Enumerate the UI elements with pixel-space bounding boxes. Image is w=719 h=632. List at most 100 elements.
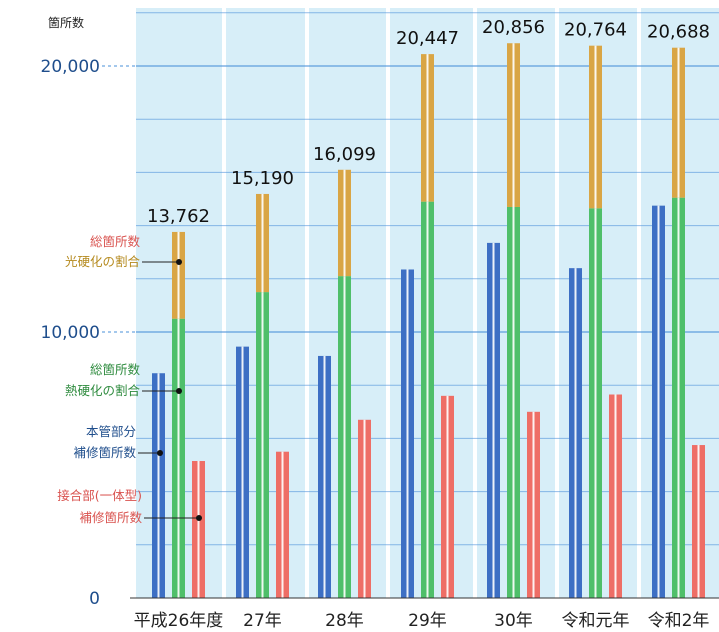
- bar-main-pipe: [152, 373, 165, 598]
- legend-dot: [176, 259, 182, 265]
- bar-joint: [441, 395, 454, 598]
- x-tick-label: 令和2年: [648, 611, 710, 631]
- bar-joint-highlight: [363, 419, 366, 598]
- bar-light-cure: [507, 43, 520, 207]
- y-axis-unit-label: 箇所数: [48, 15, 84, 30]
- legend: 総箇所数光硬化の割合総箇所数熱硬化の割合本管部分補修箇所数接合部(一体型)補修箇…: [57, 234, 202, 525]
- bar-thermal-cure: [338, 276, 351, 598]
- legend-line2: 補修箇所数: [79, 510, 142, 525]
- legend-dot: [157, 450, 163, 456]
- bar-thermal-cure-highlight: [261, 292, 264, 598]
- bar-thermal-cure: [256, 292, 269, 598]
- x-tick-label: 29年: [408, 611, 447, 631]
- bar-joint-highlight: [532, 411, 535, 598]
- bar-main-pipe: [569, 268, 582, 598]
- x-tick-label: 28年: [325, 611, 364, 631]
- y-tick-label: 20,000: [41, 57, 100, 77]
- x-tick-label: 令和元年: [562, 611, 630, 631]
- bar-main-pipe: [236, 346, 249, 598]
- bar-main-pipe: [487, 242, 500, 598]
- bar-joint-highlight: [697, 445, 700, 598]
- bar-thermal-cure: [421, 201, 434, 598]
- bar-thermal-cure-highlight: [677, 197, 680, 599]
- bar-thermal-cure-highlight: [426, 201, 429, 598]
- x-tick-label: 30年: [494, 611, 533, 631]
- bar-main-pipe: [401, 269, 414, 598]
- axis: 箇所数 0 10,000 20,000: [41, 15, 719, 609]
- bar-light-cure-highlight: [343, 169, 346, 277]
- bar-joint: [692, 445, 705, 598]
- bar-thermal-cure-highlight: [594, 208, 597, 598]
- column-separator: [386, 8, 390, 598]
- legend-line1: 総箇所数: [90, 234, 141, 249]
- total-label: 20,447: [396, 28, 459, 49]
- legend-line1: 本管部分: [86, 424, 136, 439]
- legend-line2: 補修箇所数: [73, 445, 136, 460]
- bar-light-cure: [421, 54, 434, 202]
- x-tick-label: 27年: [243, 611, 282, 631]
- column-separator: [305, 8, 309, 598]
- bar-joint: [192, 461, 205, 598]
- total-label: 20,764: [564, 20, 627, 41]
- bar-light-cure-highlight: [177, 231, 180, 319]
- bar-joint: [276, 451, 289, 598]
- bar-main-pipe-highlight: [657, 205, 660, 598]
- bar-thermal-cure-highlight: [177, 318, 180, 598]
- legend-dot: [196, 515, 202, 521]
- total-label: 20,856: [482, 17, 545, 38]
- y-tick-label: 0: [89, 589, 100, 609]
- bar-joint-highlight: [281, 451, 284, 598]
- bar-light-cure: [338, 169, 351, 277]
- bar-light-cure-highlight: [677, 47, 680, 198]
- bar-thermal-cure: [589, 208, 602, 598]
- bar-main-pipe-highlight: [406, 269, 409, 598]
- x-tick-label: 平成26年度: [134, 611, 224, 631]
- bar-main-pipe-highlight: [574, 268, 577, 598]
- legend-item: 接合部(一体型) 補修箇所数: [57, 488, 202, 525]
- legend-dot: [176, 388, 182, 394]
- bar-main-pipe-highlight: [157, 373, 160, 598]
- column-separator: [473, 8, 477, 598]
- bar-joint-highlight: [614, 394, 617, 598]
- column-separator: [555, 8, 559, 598]
- bar-thermal-cure: [672, 197, 685, 599]
- legend-line1: 総箇所数: [90, 362, 141, 377]
- bar-light-cure-highlight: [261, 193, 264, 293]
- bar-light-cure-highlight: [512, 43, 515, 207]
- bar-main-pipe: [652, 205, 665, 598]
- column-separator: [222, 8, 226, 598]
- legend-line2: 熱硬化の割合: [65, 383, 141, 398]
- bars: [152, 43, 705, 599]
- bar-main-pipe-highlight: [323, 355, 326, 598]
- bar-joint: [527, 411, 540, 598]
- column-separator: [637, 8, 641, 598]
- bar-joint: [358, 419, 371, 598]
- bar-light-cure: [589, 45, 602, 209]
- bar-light-cure: [672, 47, 685, 198]
- bar-light-cure: [172, 231, 185, 319]
- bar-joint: [609, 394, 622, 598]
- total-label: 13,762: [147, 206, 210, 227]
- bar-joint-highlight: [197, 461, 200, 598]
- x-axis-labels: 平成26年度 27年 28年 29年 30年 令和元年 令和2年: [134, 611, 710, 631]
- bar-light-cure-highlight: [426, 54, 429, 202]
- total-label: 16,099: [313, 144, 376, 165]
- bar-main-pipe-highlight: [492, 242, 495, 598]
- bar-thermal-cure-highlight: [343, 276, 346, 598]
- bar-light-cure-highlight: [594, 45, 597, 209]
- bar-thermal-cure-highlight: [512, 206, 515, 599]
- bar-thermal-cure: [172, 318, 185, 598]
- bar-joint-highlight: [446, 395, 449, 598]
- bar-main-pipe: [318, 355, 331, 598]
- bar-thermal-cure: [507, 206, 520, 599]
- y-tick-label: 10,000: [41, 323, 100, 343]
- total-labels: 13,762 15,190 16,099 20,447 20,856 20,764 20,6…: [147, 17, 710, 227]
- legend-line1: 接合部(一体型): [57, 488, 142, 503]
- total-label: 15,190: [231, 168, 294, 189]
- legend-line2: 光硬化の割合: [65, 254, 141, 269]
- bar-main-pipe-highlight: [241, 346, 244, 598]
